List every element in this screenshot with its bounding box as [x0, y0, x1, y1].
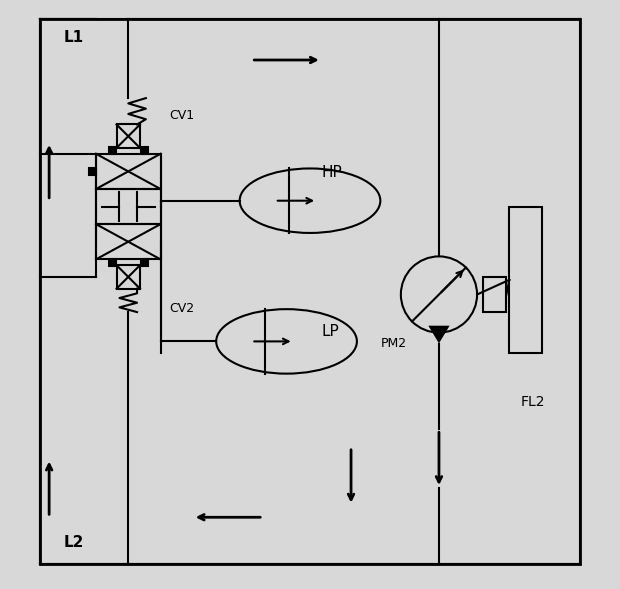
- Polygon shape: [430, 327, 448, 342]
- Bar: [117, 124, 140, 148]
- Text: FL2: FL2: [521, 395, 546, 409]
- Bar: [141, 259, 148, 266]
- Text: CV2: CV2: [169, 302, 195, 315]
- Text: L1: L1: [64, 31, 84, 45]
- Text: PM2: PM2: [380, 337, 407, 350]
- Bar: [108, 147, 116, 154]
- Bar: [96, 224, 161, 259]
- Bar: [108, 259, 116, 266]
- Bar: [96, 189, 161, 224]
- Text: LP: LP: [322, 323, 340, 339]
- Text: CV1: CV1: [169, 108, 195, 122]
- Bar: [509, 207, 541, 353]
- Bar: [141, 147, 148, 154]
- Bar: [483, 277, 507, 312]
- Text: L2: L2: [64, 535, 84, 550]
- Bar: [89, 168, 96, 175]
- Bar: [96, 154, 161, 189]
- Text: HP: HP: [322, 166, 342, 180]
- Bar: [117, 265, 140, 289]
